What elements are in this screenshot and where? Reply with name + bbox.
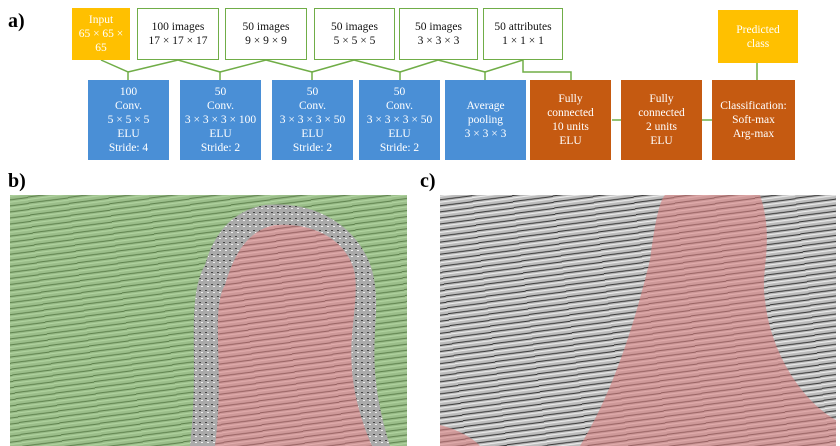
layer: Fully connected 2 units ELU — [621, 80, 702, 160]
layer: Classification: Soft-max Arg-max — [712, 80, 795, 160]
connectors — [100, 59, 758, 121]
box-text: connected — [638, 107, 685, 119]
box-text: 100 images — [151, 21, 205, 33]
box-text: 100 — [119, 86, 138, 98]
box-text: Stride: 4 — [108, 142, 149, 154]
box-text: ELU — [559, 135, 582, 147]
box-text: Stride: 2 — [200, 142, 241, 154]
box-text: 17 × 17 × 17 — [148, 35, 208, 47]
box-text: 50 images — [415, 21, 462, 33]
box-text: Conv. — [298, 100, 327, 112]
box-text: Conv. — [114, 100, 143, 112]
panel-c-image — [440, 195, 836, 446]
layer-size: 50 images 9 × 9 × 9 — [225, 8, 307, 60]
box-text: 50 attributes — [494, 21, 552, 33]
box-text: 5 × 5 × 5 — [333, 35, 376, 47]
box-text: 3 × 3 × 3 — [417, 35, 460, 47]
box-text: 50 — [214, 86, 227, 98]
box-text: class — [746, 37, 770, 50]
layer-size: 50 images 3 × 3 × 3 — [399, 8, 478, 60]
box-text: pooling — [467, 114, 504, 126]
box-text: 3 × 3 × 3 × 100 — [184, 114, 257, 126]
box-text: 9 × 9 × 9 — [245, 35, 287, 47]
box-text: 2 units — [646, 121, 677, 133]
box-text: connected — [547, 107, 594, 119]
box-text: 65 × 65 × 65 — [78, 28, 124, 54]
layer-size: 100 images 17 × 17 × 17 — [137, 8, 219, 60]
box-text: Fully — [649, 93, 674, 105]
layer: 50 Conv. 3 × 3 × 3 × 50 ELU Stride: 2 — [272, 80, 353, 160]
layer: 50 Conv. 3 × 3 × 3 × 100 ELU Stride: 2 — [180, 80, 261, 160]
box-text: Stride: 2 — [292, 142, 333, 154]
panel-label: b) — [8, 170, 26, 192]
box-text: ELU — [301, 128, 324, 140]
box-text: 50 images — [331, 21, 378, 33]
box-text: Predicted — [736, 23, 780, 36]
layer-size: 50 images 5 × 5 × 5 — [314, 8, 395, 60]
box-text: 50 images — [242, 21, 290, 33]
panel-b-image — [10, 195, 407, 446]
box-text: 10 units — [552, 121, 589, 133]
box-text: Conv. — [206, 100, 235, 112]
box-text: Classification: — [720, 100, 787, 112]
layer: Average pooling 3 × 3 × 3 — [445, 80, 526, 160]
box-text: 50 — [306, 86, 319, 98]
layer: 50 Conv. 3 × 3 × 3 × 50 ELU Stride: 2 — [359, 80, 440, 160]
output: Predicted class — [718, 10, 798, 63]
box-text: Soft-max — [732, 114, 775, 126]
box-text: 3 × 3 × 3 — [464, 128, 507, 140]
box-text: 3 × 3 × 3 × 50 — [366, 114, 433, 126]
layer: Fully connected 10 units ELU — [530, 80, 611, 160]
box-text: 3 × 3 × 3 × 50 — [279, 114, 346, 126]
panel-label: c) — [420, 170, 436, 192]
box-text: Conv. — [385, 100, 414, 112]
box-text: ELU — [209, 128, 232, 140]
box-text: Stride: 2 — [379, 142, 420, 154]
layer-size: 50 attributes 1 × 1 × 1 — [483, 8, 563, 60]
box-text: Arg-max — [732, 128, 775, 140]
box-text: 50 — [393, 86, 406, 98]
box-text: ELU — [650, 135, 673, 147]
box-text: 5 × 5 × 5 — [107, 114, 150, 126]
panel-label: a) — [8, 10, 25, 32]
box-text: 1 × 1 × 1 — [502, 35, 544, 47]
box-text: Fully — [558, 93, 583, 105]
box-text: Input — [88, 14, 114, 26]
box-text: Average — [466, 100, 505, 112]
box-text: ELU — [388, 128, 411, 140]
layer-size: Input 65 × 65 × 65 — [72, 8, 130, 60]
box-text: ELU — [117, 128, 140, 140]
layer: 100 Conv. 5 × 5 × 5 ELU Stride: 4 — [88, 80, 169, 160]
